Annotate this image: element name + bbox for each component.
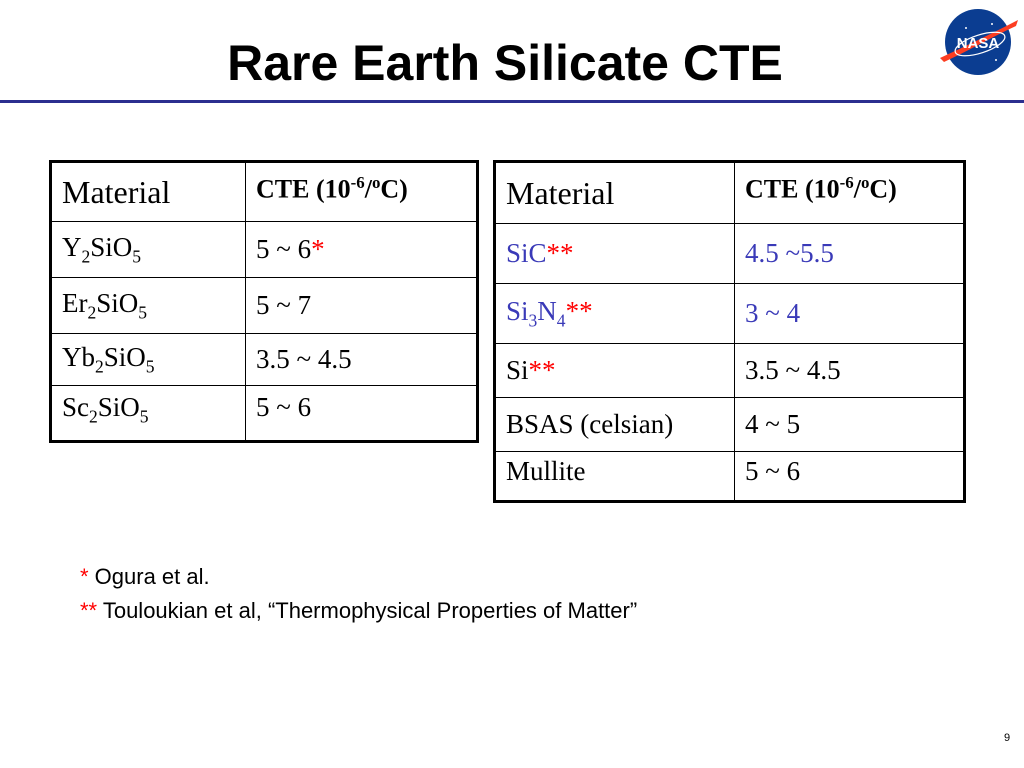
header-material: Material xyxy=(50,161,246,222)
cte-cell: 3.5 ~ 4.5 xyxy=(245,333,478,386)
material-cell: Y2SiO5 xyxy=(50,221,246,278)
footnote-item: * Ogura et al. xyxy=(80,564,210,589)
cte-cell: 4.5 ~5.5 xyxy=(734,223,965,284)
material-cell: Si** xyxy=(494,343,735,398)
material-cell: Mullite xyxy=(494,451,735,502)
header-cte: CTE (10-6/oC) xyxy=(245,161,478,222)
table-row: SiC** 4.5 ~5.5 xyxy=(494,223,965,284)
logo-text: NASA xyxy=(957,35,1000,52)
table-row: Yb2SiO5 3.5 ~ 4.5 xyxy=(50,333,478,386)
table-row: BSAS (celsian) 4 ~ 5 xyxy=(494,397,965,452)
cte-cell: 3 ~ 4 xyxy=(734,283,965,344)
cte-cell: 5 ~ 7 xyxy=(245,277,478,334)
material-cell: Yb2SiO5 xyxy=(50,333,246,386)
slide-title: Rare Earth Silicate CTE xyxy=(227,35,783,91)
page-number: 9 xyxy=(1004,732,1011,744)
table-row: Si** 3.5 ~ 4.5 xyxy=(494,343,965,398)
table-row: Er2SiO5 5 ~ 7 xyxy=(50,277,478,334)
cte-cell: 5 ~ 6 xyxy=(245,385,478,442)
material-cell: Si3N4** xyxy=(494,283,735,344)
material-cell: BSAS (celsian) xyxy=(494,397,735,452)
rare-earth-silicate-table: Material CTE (10-6/oC) Y2SiO5 5 ~ 6* Er2… xyxy=(49,160,479,443)
header-cte: CTE (10-6/oC) xyxy=(734,161,965,224)
table-row: Y2SiO5 5 ~ 6* xyxy=(50,221,478,278)
title-divider xyxy=(0,100,1024,103)
table-header-row: Material CTE (10-6/oC) xyxy=(494,161,965,224)
table-row: Sc2SiO5 5 ~ 6 xyxy=(50,385,478,442)
table-row: Mullite 5 ~ 6 xyxy=(494,451,965,502)
table-row: Si3N4** 3 ~ 4 xyxy=(494,283,965,344)
material-cell: Sc2SiO5 xyxy=(50,385,246,442)
cte-cell: 5 ~ 6 xyxy=(734,451,965,502)
table-header-row: Material CTE (10-6/oC) xyxy=(50,161,478,222)
material-cell: SiC** xyxy=(494,223,735,284)
cte-cell: 4 ~ 5 xyxy=(734,397,965,452)
cte-cell: 5 ~ 6* xyxy=(245,221,478,278)
cte-cell: 3.5 ~ 4.5 xyxy=(734,343,965,398)
footnote-item: ** Touloukian et al, “Thermophysical Pro… xyxy=(80,598,638,623)
nasa-logo: NASA xyxy=(940,9,1018,75)
material-cell: Er2SiO5 xyxy=(50,277,246,334)
footnotes: * Ogura et al. ** Touloukian et al, “The… xyxy=(80,560,637,628)
reference-materials-table: Material CTE (10-6/oC) SiC** 4.5 ~5.5 Si… xyxy=(493,160,966,503)
header-material: Material xyxy=(494,161,735,224)
